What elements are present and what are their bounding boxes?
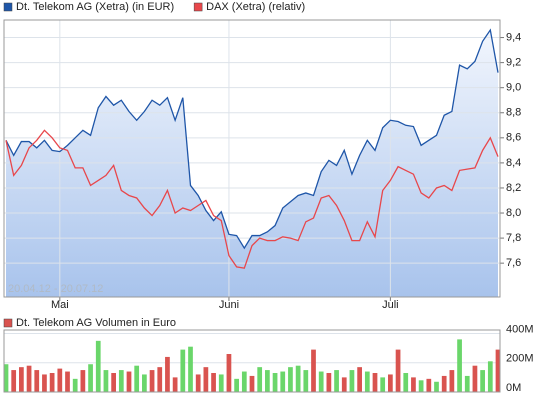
bar bbox=[418, 380, 424, 392]
bar bbox=[49, 373, 55, 392]
bar bbox=[241, 371, 247, 392]
bar bbox=[172, 377, 178, 392]
area bbox=[6, 30, 498, 297]
bar bbox=[403, 373, 409, 392]
bar bbox=[341, 377, 347, 392]
x-tick-label: Juni bbox=[219, 299, 239, 311]
legend-label: Dt. Telekom AG (Xetra) (in EUR) bbox=[16, 1, 174, 13]
bar bbox=[295, 365, 301, 392]
x-tick-label: Mai bbox=[51, 299, 69, 311]
bar bbox=[434, 381, 439, 392]
bar bbox=[34, 370, 40, 392]
bar bbox=[357, 367, 362, 392]
bar bbox=[226, 354, 232, 392]
y-tick-label: 7,8 bbox=[506, 232, 521, 244]
plot-frame bbox=[3, 329, 501, 393]
bar bbox=[364, 371, 370, 392]
bar bbox=[65, 371, 70, 392]
bar bbox=[111, 373, 116, 392]
bar bbox=[218, 374, 224, 392]
line bbox=[5, 28, 499, 250]
bar bbox=[103, 370, 109, 392]
bar bbox=[395, 349, 401, 392]
x-tick-label: Juli bbox=[382, 299, 399, 311]
line bbox=[5, 129, 499, 269]
bar bbox=[188, 346, 193, 392]
y-tick-label: 9,4 bbox=[506, 31, 521, 43]
bar bbox=[195, 374, 201, 392]
bar bbox=[426, 378, 432, 392]
legend-marker bbox=[193, 2, 203, 12]
bar bbox=[326, 373, 332, 392]
y-tick-label: 8,8 bbox=[506, 107, 521, 119]
bar bbox=[411, 377, 416, 392]
legend-marker bbox=[3, 2, 13, 12]
y-tick-label: 8,2 bbox=[506, 182, 521, 194]
bar bbox=[288, 367, 293, 392]
bar bbox=[180, 349, 186, 392]
bar bbox=[265, 370, 270, 392]
bar bbox=[464, 375, 470, 392]
bar bbox=[134, 365, 140, 392]
bar bbox=[57, 368, 63, 392]
bar bbox=[126, 371, 132, 392]
y-tick-label: 0M bbox=[506, 382, 521, 394]
bar bbox=[26, 365, 32, 392]
legend-marker bbox=[3, 318, 13, 328]
bar bbox=[249, 375, 255, 392]
bar bbox=[234, 378, 239, 392]
bar bbox=[11, 370, 17, 392]
y-tick-label: 9,2 bbox=[506, 57, 521, 69]
bar bbox=[165, 356, 170, 392]
bar bbox=[334, 370, 339, 392]
bar bbox=[280, 371, 286, 392]
y-tick-label: 8,0 bbox=[506, 207, 521, 219]
legend-label: Dt. Telekom AG Volumen in Euro bbox=[16, 317, 176, 329]
bar bbox=[3, 364, 9, 392]
bar bbox=[495, 349, 501, 392]
bar bbox=[272, 373, 278, 392]
bar bbox=[480, 370, 485, 392]
bar bbox=[318, 371, 324, 392]
y-tick-label: 7,6 bbox=[506, 257, 521, 269]
bar bbox=[203, 367, 209, 392]
bar bbox=[311, 349, 316, 392]
bar bbox=[303, 370, 309, 392]
legend-label: DAX (Xetra) (relativ) bbox=[206, 1, 305, 13]
bar bbox=[42, 374, 47, 392]
y-tick-label: 8,6 bbox=[506, 132, 521, 144]
bar bbox=[380, 377, 386, 392]
bar bbox=[19, 367, 24, 392]
bar bbox=[149, 370, 155, 392]
bar bbox=[349, 370, 355, 392]
bar bbox=[487, 361, 493, 392]
annotation: 20.04.12 - 20.07.12 bbox=[8, 283, 103, 295]
y-tick-label: 400M bbox=[506, 323, 534, 335]
bar bbox=[457, 339, 462, 392]
y-tick-label: 8,4 bbox=[506, 157, 521, 169]
bar bbox=[388, 374, 393, 392]
bar bbox=[211, 373, 216, 392]
bar bbox=[142, 374, 147, 392]
y-tick-label: 9,0 bbox=[506, 82, 521, 94]
bar bbox=[95, 340, 101, 392]
bar bbox=[472, 365, 478, 392]
bar bbox=[257, 367, 263, 392]
bar bbox=[80, 370, 86, 392]
bar bbox=[441, 375, 447, 392]
bar bbox=[72, 378, 78, 392]
bar bbox=[118, 370, 124, 392]
y-tick-label: 200M bbox=[506, 353, 534, 365]
plot-frame bbox=[3, 19, 501, 298]
bar bbox=[157, 367, 163, 392]
bar bbox=[449, 370, 455, 392]
bar bbox=[88, 364, 93, 392]
bar bbox=[372, 373, 378, 392]
